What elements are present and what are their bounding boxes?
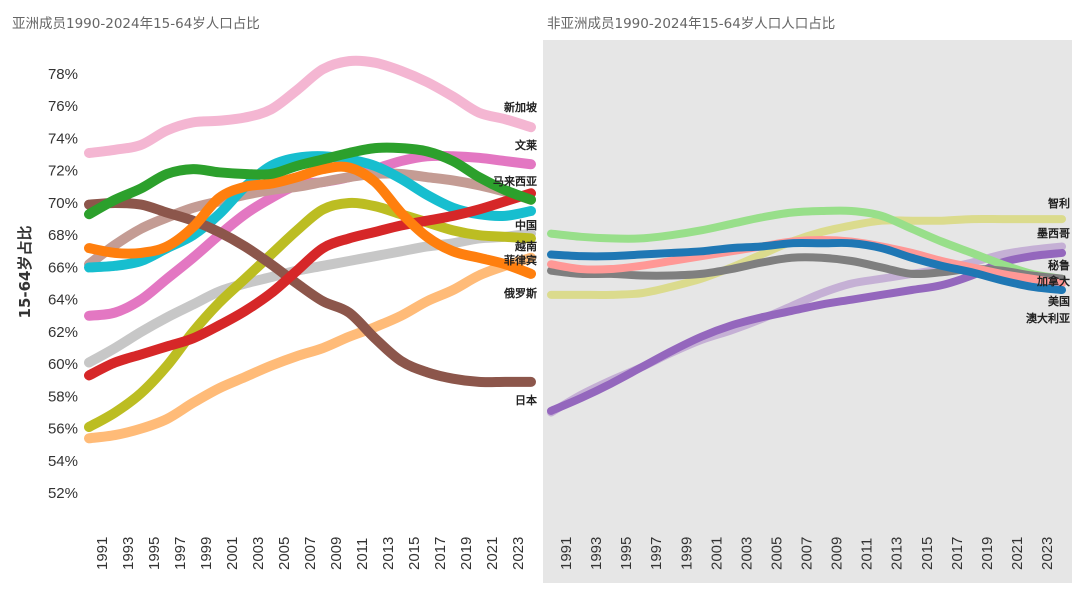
- x-tick-label: 1997: [172, 537, 189, 570]
- series-label: 越南: [514, 239, 537, 253]
- series-line-新加坡: [84, 55, 536, 158]
- x-tick-label: 1993: [588, 537, 605, 570]
- series-label: 俄罗斯: [503, 286, 537, 300]
- x-tick-label: 1999: [678, 537, 695, 570]
- x-tick-label: 2013: [889, 537, 906, 570]
- series-label: 文莱: [515, 138, 537, 152]
- x-tick-label: 1995: [146, 537, 163, 570]
- y-tick-label: 78%: [48, 66, 78, 83]
- x-tick-label: 2007: [799, 537, 816, 570]
- x-tick-label: 2015: [406, 537, 423, 570]
- y-tick-label: 74%: [48, 130, 78, 147]
- y-tick-label: 66%: [48, 259, 78, 276]
- x-tick-label: 2009: [829, 537, 846, 570]
- x-tick-label: 2021: [484, 537, 501, 570]
- series-line-加拿大: [547, 206, 1067, 283]
- series-label: 中国: [515, 218, 537, 232]
- x-tick-label: 1993: [120, 537, 137, 570]
- series-label: 新加坡: [504, 100, 538, 114]
- y-tick-label: 72%: [48, 163, 78, 180]
- y-tick-label: 60%: [48, 356, 78, 373]
- x-tick-label: 2011: [859, 538, 876, 570]
- x-tick-label: 1995: [618, 537, 635, 570]
- x-tick-label: 2013: [380, 537, 397, 570]
- y-tick-label: 54%: [48, 453, 78, 470]
- series-label: 美国: [1048, 294, 1070, 308]
- y-tick-label: 64%: [48, 292, 78, 309]
- y-tick-label: 58%: [48, 388, 78, 405]
- series-line-series-2: [84, 168, 536, 270]
- y-tick-label: 56%: [48, 421, 78, 438]
- series-line-日本: [84, 197, 536, 388]
- x-tick-label: 2017: [949, 537, 966, 570]
- series-label: 日本: [515, 393, 537, 407]
- series-line-series-4: [84, 228, 536, 368]
- right-chart-title: 非亚洲成员1990-2024年15-64岁人口人口占比: [547, 16, 835, 32]
- series-label: 马来西亚: [493, 174, 537, 188]
- x-tick-label: 1999: [198, 537, 215, 570]
- series-label: 加拿大: [1036, 274, 1070, 288]
- series-line-series-10: [84, 142, 536, 220]
- series-label: 墨西哥: [1037, 227, 1070, 240]
- x-tick-label: 1997: [648, 537, 665, 570]
- y-axis-label: 15-64岁占比: [16, 226, 34, 319]
- series-label: 秘鲁: [1048, 258, 1070, 272]
- series-line-越南: [84, 197, 536, 433]
- x-tick-label: 2001: [708, 537, 725, 570]
- series-label: 智利: [1048, 196, 1070, 210]
- x-tick-label: 2019: [979, 537, 996, 570]
- x-tick-label: 2023: [510, 537, 527, 570]
- x-tick-label: 2023: [1039, 537, 1056, 570]
- x-tick-label: 2009: [328, 537, 345, 570]
- x-tick-label: 2019: [458, 537, 475, 570]
- x-tick-label: 2017: [432, 537, 449, 570]
- series-line-俄罗斯: [84, 161, 536, 279]
- series-label: 菲律宾: [504, 253, 537, 267]
- left-chart-title: 亚洲成员1990-2024年15-64岁人口占比: [12, 16, 260, 32]
- y-tick-label: 52%: [48, 485, 78, 502]
- x-tick-label: 2011: [354, 538, 371, 570]
- x-tick-label: 2007: [302, 537, 319, 570]
- series-line-智利: [547, 214, 1067, 299]
- x-tick-label: 1991: [94, 537, 111, 570]
- x-tick-label: 2005: [768, 537, 785, 570]
- x-tick-label: 2021: [1009, 537, 1026, 570]
- x-tick-label: 2015: [919, 537, 936, 570]
- series-label: 澳大利亚: [1026, 311, 1070, 325]
- series-line-菲律宾: [84, 252, 536, 444]
- y-tick-label: 68%: [48, 227, 78, 244]
- x-tick-label: 2003: [250, 537, 267, 570]
- series-line-马来西亚: [84, 188, 536, 381]
- x-tick-label: 1991: [558, 537, 575, 570]
- x-tick-label: 2005: [276, 537, 293, 570]
- series-line-美国: [547, 238, 1067, 295]
- x-tick-label: 2001: [224, 537, 241, 570]
- x-tick-label: 2003: [738, 537, 755, 570]
- y-tick-label: 76%: [48, 98, 78, 115]
- y-tick-label: 62%: [48, 324, 78, 341]
- y-tick-label: 70%: [48, 195, 78, 212]
